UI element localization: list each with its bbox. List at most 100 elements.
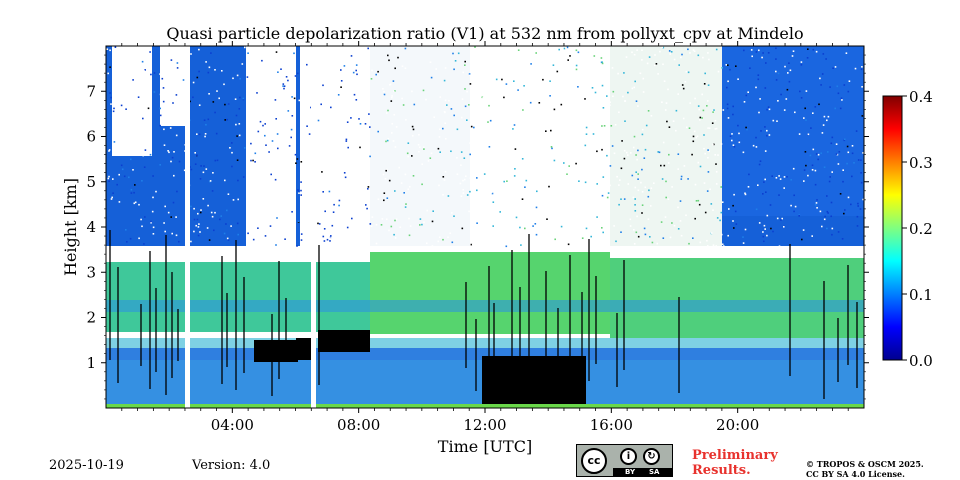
speckle-dot (164, 205, 166, 208)
speckle-dot (350, 117, 352, 119)
speckle-dot (411, 134, 414, 137)
speckle-dot (150, 46, 152, 49)
speckle-dot (226, 237, 229, 240)
speckle-texture (106, 46, 864, 248)
speckle-dot (781, 217, 783, 220)
speckle-dot (345, 140, 348, 142)
speckle-dot (198, 48, 200, 51)
speckle-dot (214, 111, 216, 114)
speckle-dot (803, 169, 806, 171)
speckle-dot (164, 80, 167, 82)
speckle-dot (546, 77, 549, 79)
speckle-dot (805, 119, 807, 121)
speckle-dot (552, 48, 554, 51)
speckle-dot (116, 183, 118, 186)
speckle-dot (272, 120, 275, 123)
speckle-dot (634, 210, 637, 212)
speckle-dot (469, 74, 471, 77)
speckle-dot (231, 151, 233, 154)
speckle-dot (710, 203, 713, 205)
speckle-dot (494, 91, 497, 93)
speckle-dot (411, 155, 413, 157)
colorbar-tick-label: 0.1 (909, 286, 933, 304)
speckle-dot (324, 210, 326, 213)
speckle-dot (305, 76, 307, 78)
speckle-dot (351, 217, 353, 220)
speckle-dot (857, 159, 860, 161)
speckle-dot (803, 180, 805, 182)
speckle-dot (175, 216, 177, 218)
speckle-dot (149, 51, 151, 53)
speckle-dot (384, 178, 387, 180)
speckle-dot (394, 190, 396, 192)
speckle-dot (412, 175, 415, 177)
speckle-dot (651, 241, 654, 244)
speckle-dot (574, 153, 576, 155)
speckle-dot (611, 67, 614, 69)
speckle-dot (566, 173, 568, 175)
speckle-dot (731, 139, 733, 142)
speckle-dot (637, 235, 640, 238)
speckle-dot (404, 173, 407, 176)
speckle-dot (843, 84, 846, 86)
speckle-dot (752, 144, 755, 147)
speckle-dot (109, 66, 111, 68)
cc-license-badge[interactable]: cc i ↻ BY SA (576, 444, 673, 477)
speckle-dot (823, 218, 826, 221)
license-strip (613, 468, 672, 476)
speckle-dot (149, 153, 152, 156)
speckle-dot (337, 183, 340, 185)
speckle-dot (112, 178, 114, 180)
speckle-dot (250, 235, 252, 237)
speckle-dot (320, 214, 323, 217)
speckle-dot (623, 198, 626, 200)
speckle-dot (418, 146, 421, 148)
speckle-dot (406, 152, 409, 155)
speckle-dot (549, 95, 551, 97)
speckle-dot (123, 175, 126, 178)
speckle-dot (397, 56, 399, 59)
speckle-dot (738, 132, 740, 135)
speckle-dot (343, 166, 346, 168)
speckle-dot (334, 82, 337, 85)
speckle-dot (513, 241, 516, 243)
speckle-dot (822, 53, 825, 55)
speckle-dot (712, 111, 714, 113)
speckle-dot (303, 163, 306, 166)
speckle-dot (838, 151, 841, 153)
speckle-dot (460, 116, 463, 119)
speckle-dot (375, 242, 378, 245)
speckle-dot (238, 108, 241, 110)
speckle-dot (287, 203, 289, 205)
speckle-dot (437, 147, 440, 150)
speckle-dot (584, 144, 587, 147)
speckle-dot (772, 119, 775, 122)
speckle-dot (664, 109, 667, 111)
speckle-dot (742, 236, 744, 238)
speckle-dot (659, 50, 661, 53)
speckle-dot (142, 154, 144, 157)
speckle-dot (367, 47, 369, 50)
speckle-dot (207, 71, 210, 74)
speckle-dot (707, 171, 710, 173)
speckle-dot (767, 52, 770, 54)
speckle-dot (215, 132, 218, 135)
speckle-dot (814, 169, 817, 172)
speckle-dot (703, 83, 706, 85)
speckle-dot (732, 113, 734, 116)
speckle-dot (545, 130, 547, 132)
speckle-dot (259, 70, 261, 73)
speckle-dot (283, 85, 286, 87)
speckle-dot (203, 119, 206, 121)
speckle-dot (113, 141, 116, 143)
speckle-dot (164, 230, 166, 233)
speckle-dot (768, 134, 771, 136)
speckle-dot (851, 175, 853, 178)
speckle-dot (584, 98, 586, 100)
speckle-dot (470, 213, 472, 215)
speckle-dot (721, 243, 724, 246)
speckle-dot (112, 192, 114, 194)
speckle-dot (780, 219, 782, 221)
speckle-dot (265, 144, 267, 146)
speckle-dot (568, 140, 570, 142)
